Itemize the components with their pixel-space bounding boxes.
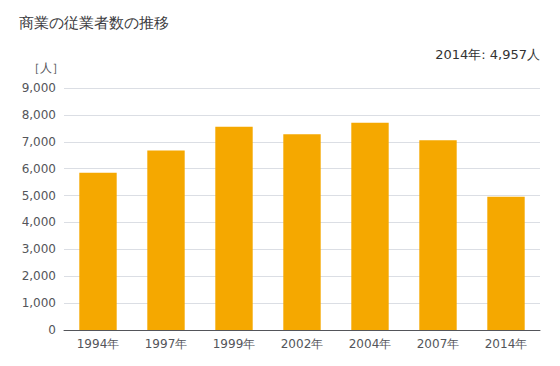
svg-text:0: 0 — [48, 323, 56, 337]
svg-text:2014年: 2014年 — [485, 337, 528, 351]
svg-text:1994年: 1994年 — [77, 337, 120, 351]
svg-text:1999年: 1999年 — [213, 337, 256, 351]
svg-text:2002年: 2002年 — [281, 337, 324, 351]
svg-text:1997年: 1997年 — [145, 337, 188, 351]
svg-text:9,000: 9,000 — [22, 81, 56, 95]
svg-text:8,000: 8,000 — [22, 108, 56, 122]
svg-text:6,000: 6,000 — [22, 162, 56, 176]
svg-text:2014年: 4,957人: 2014年: 4,957人 — [435, 47, 540, 62]
svg-text:［人］: ［人］ — [28, 61, 64, 75]
svg-text:2004年: 2004年 — [349, 337, 392, 351]
svg-text:2007年: 2007年 — [417, 337, 460, 351]
svg-text:5,000: 5,000 — [22, 189, 56, 203]
svg-text:1,000: 1,000 — [22, 296, 56, 310]
svg-text:2,000: 2,000 — [22, 269, 56, 283]
svg-text:7,000: 7,000 — [22, 135, 56, 149]
svg-text:4,000: 4,000 — [22, 215, 56, 229]
svg-text:3,000: 3,000 — [22, 242, 56, 256]
svg-text:商業の従業者数の推移: 商業の従業者数の推移 — [19, 14, 169, 32]
